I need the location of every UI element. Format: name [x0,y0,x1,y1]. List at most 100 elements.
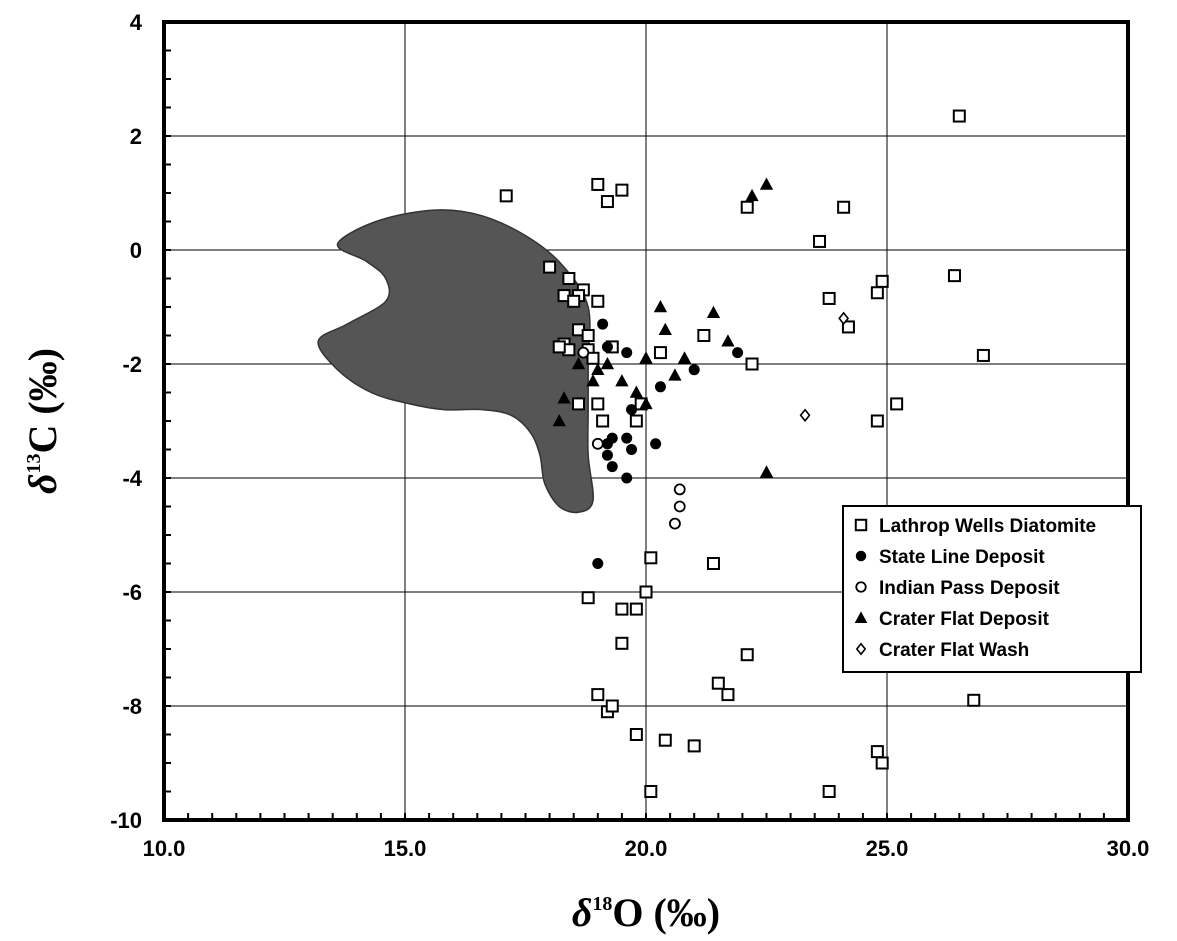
data-point [567,294,581,308]
y-tick-label: 2 [130,124,142,149]
data-point [947,269,961,283]
data-point [629,728,643,741]
data-point [841,320,855,334]
y-axis-title-unit: (‰) [20,348,65,415]
data-point [572,397,586,411]
series-indian-pass-deposit [577,346,686,530]
data-point [615,602,629,616]
data-point [605,699,619,713]
data-point [650,438,662,450]
data-point [673,500,686,513]
data-point [745,188,759,202]
data-point [644,551,658,565]
data-point [890,397,904,411]
legend-label: Crater Flat Deposit [879,609,1050,630]
data-point [591,397,605,411]
legend-item: Crater Flat Wash [855,640,1029,661]
data-point [639,351,653,364]
data-point [822,785,836,798]
legend-marker [854,518,868,532]
data-point [745,357,759,371]
data-point [621,472,633,484]
data-point [615,374,629,387]
legend: Lathrop Wells Diatomite State Line Deposi… [842,505,1142,673]
plot-frame [162,20,1130,822]
y-axis-title-element: C [20,425,65,454]
data-point [629,414,643,428]
legend-item: Lathrop Wells Diatomite [854,516,1096,537]
data-point [976,348,990,362]
data-point [653,346,667,360]
data-point [658,322,672,336]
y-axis-title: δ13C (‰) [20,348,65,494]
x-tick-label: 15.0 [384,836,427,861]
y-tick-label: 4 [130,10,143,35]
x-axis-title: δ18O (‰) [572,890,720,935]
data-point [600,357,615,370]
data-point [591,437,604,450]
data-point [600,195,614,209]
series-crater-flat-wash [799,311,850,423]
legend-item: Crater Flat Deposit [854,609,1050,630]
data-point [870,414,884,428]
data-point [669,517,681,530]
data-point [629,385,644,398]
data-point [870,286,884,300]
y-tick-label: -6 [122,580,142,605]
data-point [706,557,720,570]
data-point [615,636,629,650]
data-point [740,200,754,214]
data-point [621,432,633,444]
data-point [687,739,701,753]
x-tick-label: 25.0 [866,836,909,861]
y-tick-label: -8 [122,694,142,719]
data-point [615,183,629,197]
x-tick-label: 20.0 [625,836,668,861]
data-point [552,414,566,427]
legend-label: Indian Pass Deposit [879,578,1060,599]
legend-label: Lathrop Wells Diatomite [879,516,1096,537]
data-point [688,364,700,376]
data-point [591,362,605,375]
data-point [621,347,633,359]
data-point [552,340,566,354]
shaded-region-layer [317,209,595,514]
data-point [626,444,638,455]
legend-marker [855,642,867,656]
data-point [759,465,774,478]
data-point [626,404,638,416]
data-point [581,591,595,605]
data-point [711,676,725,690]
data-point [586,351,600,365]
legend-marker [854,611,868,623]
data-point [597,318,609,330]
series-lathrop-wells-diatomite [499,109,990,798]
y-axis-title-delta: δ [20,474,65,495]
data-point [629,602,643,616]
data-point [673,483,686,496]
legend-item: State Line Deposit [855,547,1045,568]
data-point [799,408,811,423]
data-point [837,200,851,214]
data-point [822,291,836,305]
data-point [591,688,605,702]
shaded-region [317,209,595,514]
y-tick-label: -10 [110,808,142,833]
data-point [677,351,692,364]
data-point [639,396,653,410]
data-point [721,334,735,347]
data-point [499,189,513,203]
data-point [596,414,610,428]
data-point [952,109,966,123]
data-point [581,329,595,342]
data-point [658,733,672,747]
data-point [654,381,666,393]
data-point [562,272,576,285]
data-point [697,329,711,342]
data-point [557,391,571,404]
series-state-line-deposit [592,318,744,569]
y-tick-label: -4 [122,466,142,491]
legend-label: State Line Deposit [879,547,1045,568]
data-point [653,300,668,313]
data-point [967,693,981,707]
